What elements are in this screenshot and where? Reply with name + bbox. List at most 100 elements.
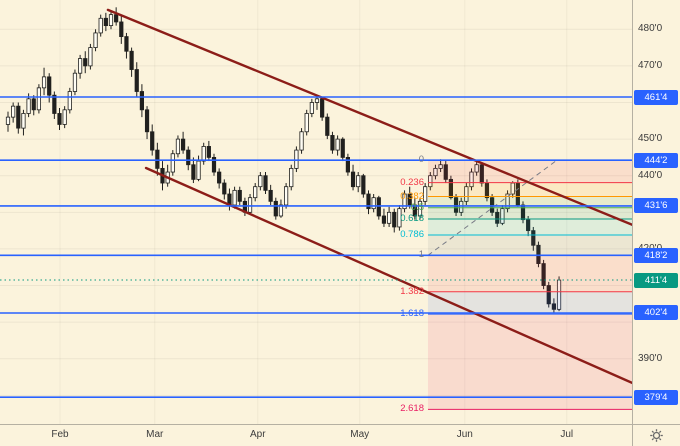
price-axis[interactable]: 480'0470'0450'0440'0420'0390'0461'4444'2… bbox=[632, 0, 680, 424]
price-line-badge: 379'4 bbox=[634, 389, 678, 405]
candle-body bbox=[464, 186, 469, 202]
candle-body bbox=[134, 69, 139, 92]
candle-body bbox=[72, 72, 78, 92]
candle-body bbox=[211, 157, 217, 173]
candle-body bbox=[376, 197, 381, 217]
candle-body bbox=[5, 116, 11, 125]
price-line-badge: 418'2 bbox=[634, 247, 678, 263]
candle-body bbox=[258, 175, 263, 188]
price-line-badge: 461'4 bbox=[634, 89, 678, 105]
candle-body bbox=[325, 116, 330, 136]
trendline-layer[interactable] bbox=[106, 8, 632, 385]
candle-body bbox=[489, 197, 495, 213]
candle-body bbox=[536, 244, 541, 264]
candle-body bbox=[31, 98, 36, 111]
candle-body bbox=[541, 263, 546, 286]
candle-body bbox=[93, 32, 98, 48]
fib-band bbox=[427, 218, 632, 235]
candle-body bbox=[232, 189, 237, 206]
candle-body bbox=[386, 211, 392, 224]
trend-channel-line[interactable] bbox=[144, 166, 632, 385]
candle-body bbox=[299, 131, 304, 151]
time-axis-border bbox=[0, 424, 680, 425]
candle-body bbox=[16, 105, 21, 129]
candle-body bbox=[237, 189, 242, 202]
candle-body bbox=[407, 193, 412, 206]
candle-body bbox=[459, 200, 464, 213]
grid-layer bbox=[0, 0, 632, 424]
month-label: May bbox=[350, 429, 370, 440]
candle-body bbox=[320, 98, 325, 118]
price-axis-border bbox=[632, 0, 633, 446]
price-lines-layer[interactable] bbox=[0, 96, 632, 399]
candle-body bbox=[88, 47, 93, 67]
candle-body bbox=[531, 230, 536, 246]
candle-body bbox=[314, 98, 320, 103]
candle-body bbox=[119, 21, 124, 37]
chart-plot-area[interactable] bbox=[0, 0, 632, 424]
fib-band bbox=[427, 234, 632, 256]
candle-body bbox=[500, 208, 505, 224]
candle-body bbox=[268, 189, 273, 202]
axis-corner bbox=[633, 425, 680, 446]
candle-body bbox=[47, 76, 52, 96]
candle-body bbox=[453, 197, 459, 213]
candle-body bbox=[412, 204, 417, 217]
candle-body bbox=[304, 113, 309, 133]
candle-body bbox=[217, 171, 222, 184]
candle-body bbox=[366, 193, 371, 210]
candle-body bbox=[196, 160, 201, 180]
candle-body bbox=[52, 94, 57, 114]
month-label: Apr bbox=[249, 429, 266, 440]
price-line-badge: 431'6 bbox=[634, 198, 678, 214]
candle-body bbox=[103, 17, 108, 27]
candle-body bbox=[392, 211, 397, 228]
candle-body bbox=[222, 182, 227, 195]
price-tick-label: 450'0 bbox=[638, 133, 663, 145]
candle-body bbox=[201, 146, 206, 162]
candle-body bbox=[129, 50, 134, 70]
candle-body bbox=[67, 91, 72, 111]
price-line-badge: 402'4 bbox=[634, 305, 678, 321]
candle-body bbox=[186, 149, 191, 166]
time-axis[interactable]: Feb Mar Apr May Jun Jul bbox=[0, 424, 632, 446]
fib-band bbox=[427, 196, 632, 208]
candle-body bbox=[546, 285, 551, 305]
trend-channel-line[interactable] bbox=[106, 8, 632, 226]
candle-body bbox=[417, 200, 423, 217]
candle-body bbox=[180, 138, 186, 151]
candle-body bbox=[206, 146, 211, 158]
candles-layer bbox=[5, 7, 562, 313]
candle-body bbox=[139, 91, 144, 111]
candle-body bbox=[263, 175, 268, 191]
settings-gear-icon[interactable] bbox=[649, 428, 664, 443]
candle-body bbox=[469, 171, 474, 188]
candle-body bbox=[551, 303, 557, 310]
candle-body bbox=[345, 157, 351, 173]
candle-body bbox=[443, 164, 448, 180]
fib-band bbox=[427, 291, 632, 315]
candle-body bbox=[247, 197, 253, 213]
candle-body bbox=[294, 149, 299, 169]
candle-body bbox=[335, 138, 340, 151]
candle-body bbox=[433, 167, 438, 177]
candle-body bbox=[124, 36, 129, 52]
candle-body bbox=[495, 211, 500, 224]
candle-body bbox=[361, 175, 366, 195]
candle-body bbox=[340, 138, 345, 158]
candle-body bbox=[41, 76, 47, 89]
candle-body bbox=[428, 175, 433, 188]
candle-body bbox=[191, 164, 196, 180]
price-tick-label: 390'0 bbox=[638, 352, 663, 364]
fib-band bbox=[427, 314, 632, 410]
month-label: Jun bbox=[456, 429, 473, 440]
candle-body bbox=[330, 135, 335, 151]
candle-body bbox=[438, 164, 443, 169]
candle-body bbox=[350, 171, 356, 188]
price-line-badge: 444'2 bbox=[634, 152, 678, 168]
candle-body bbox=[356, 175, 361, 188]
fib-retracement-drawing[interactable] bbox=[427, 159, 632, 410]
candle-body bbox=[289, 167, 294, 188]
candle-body bbox=[371, 197, 376, 210]
candle-body bbox=[273, 200, 278, 217]
